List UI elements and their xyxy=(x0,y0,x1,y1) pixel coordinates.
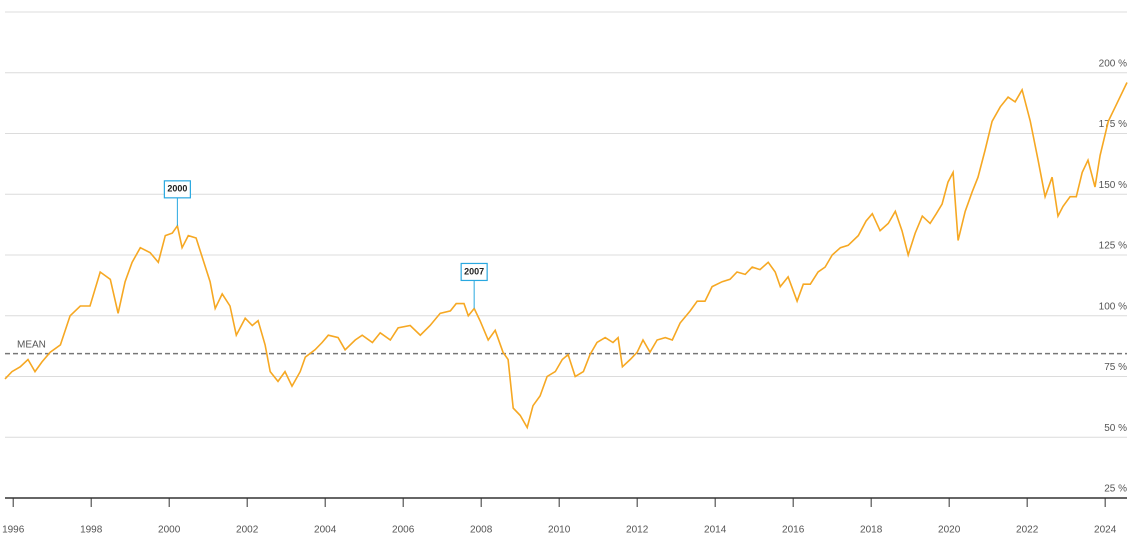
x-tick-label: 1996 xyxy=(2,525,25,536)
series-line xyxy=(4,82,1128,430)
x-tick-label: 2016 xyxy=(782,525,805,536)
x-tick-label: 2014 xyxy=(704,525,727,536)
y-tick-label: 200 % xyxy=(1099,58,1127,69)
mean-label: MEAN xyxy=(17,339,46,350)
y-tick-label: 50 % xyxy=(1104,423,1127,434)
x-tick-label: 2024 xyxy=(1094,525,1117,536)
y-tick-label: 150 % xyxy=(1099,180,1127,191)
y-tick-label: 25 % xyxy=(1104,484,1127,495)
annotation-label: 2000 xyxy=(167,184,187,194)
x-tick-label: 1998 xyxy=(80,525,103,536)
x-tick-label: 2022 xyxy=(1016,525,1039,536)
x-tick-label: 2004 xyxy=(314,525,337,536)
x-tick-label: 2020 xyxy=(938,525,961,536)
annotation-box xyxy=(460,262,488,282)
x-tick-label: 2010 xyxy=(548,525,571,536)
x-tick-label: 2008 xyxy=(470,525,493,536)
y-tick-label: 100 % xyxy=(1099,301,1127,312)
x-tick-label: 2012 xyxy=(626,525,649,536)
y-tick-label: 175 % xyxy=(1099,119,1127,130)
x-tick-label: 2000 xyxy=(158,525,181,536)
x-tick-label: 2002 xyxy=(236,525,259,536)
y-tick-label: 75 % xyxy=(1104,362,1127,373)
x-tick-label: 2018 xyxy=(860,525,883,536)
annotation-label: 2007 xyxy=(464,266,484,276)
y-tick-label: 125 % xyxy=(1099,241,1127,252)
annotation-box xyxy=(163,180,191,199)
x-tick-label: 2006 xyxy=(392,525,415,536)
